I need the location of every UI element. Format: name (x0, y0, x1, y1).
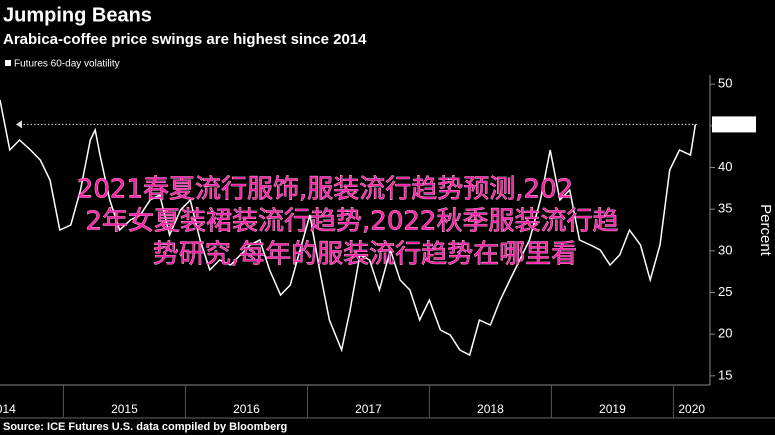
y-tick-label: 25 (718, 284, 732, 299)
legend-swatch (5, 60, 11, 66)
overlay-text: 势研究,每年的服装流行趋势在哪里看 (153, 240, 577, 270)
x-tick-label: 2018 (477, 402, 504, 416)
y-tick-label: 50 (718, 76, 732, 91)
value-box (712, 116, 756, 133)
x-tick-label: 2016 (233, 402, 260, 416)
source: Source: ICE Futures U.S. data compiled b… (3, 421, 287, 433)
x-tick-label: 2020 (678, 402, 705, 416)
y-tick-label: 15 (718, 367, 732, 382)
overlay-text: 2年女夏装裙装流行趋势,2022秋季服装流行趋 (86, 207, 619, 237)
reference-arrow (16, 120, 22, 129)
x-tick-label: 2017 (355, 402, 382, 416)
line-series (0, 99, 697, 357)
x-tick-label: 2019 (599, 402, 626, 416)
y-axis-label: Percent (757, 204, 774, 257)
chart-subtitle: Arabica-coffee price swings are highest … (3, 31, 367, 48)
y-tick-label: 30 (718, 242, 732, 257)
chart-title: Jumping Beans (3, 4, 152, 26)
overlay-text: 2021春夏流行服饰,服装流行趋势预测,202 (77, 175, 573, 205)
y-tick-label: 35 (718, 201, 732, 216)
legend-label: Futures 60-day volatility (14, 59, 120, 70)
y-tick-label: 40 (718, 159, 732, 174)
x-tick-label: 2014 (0, 402, 16, 416)
x-tick-label: 2015 (111, 402, 138, 416)
y-tick-label: 20 (718, 326, 732, 341)
value-label: 45.17 (719, 117, 749, 131)
